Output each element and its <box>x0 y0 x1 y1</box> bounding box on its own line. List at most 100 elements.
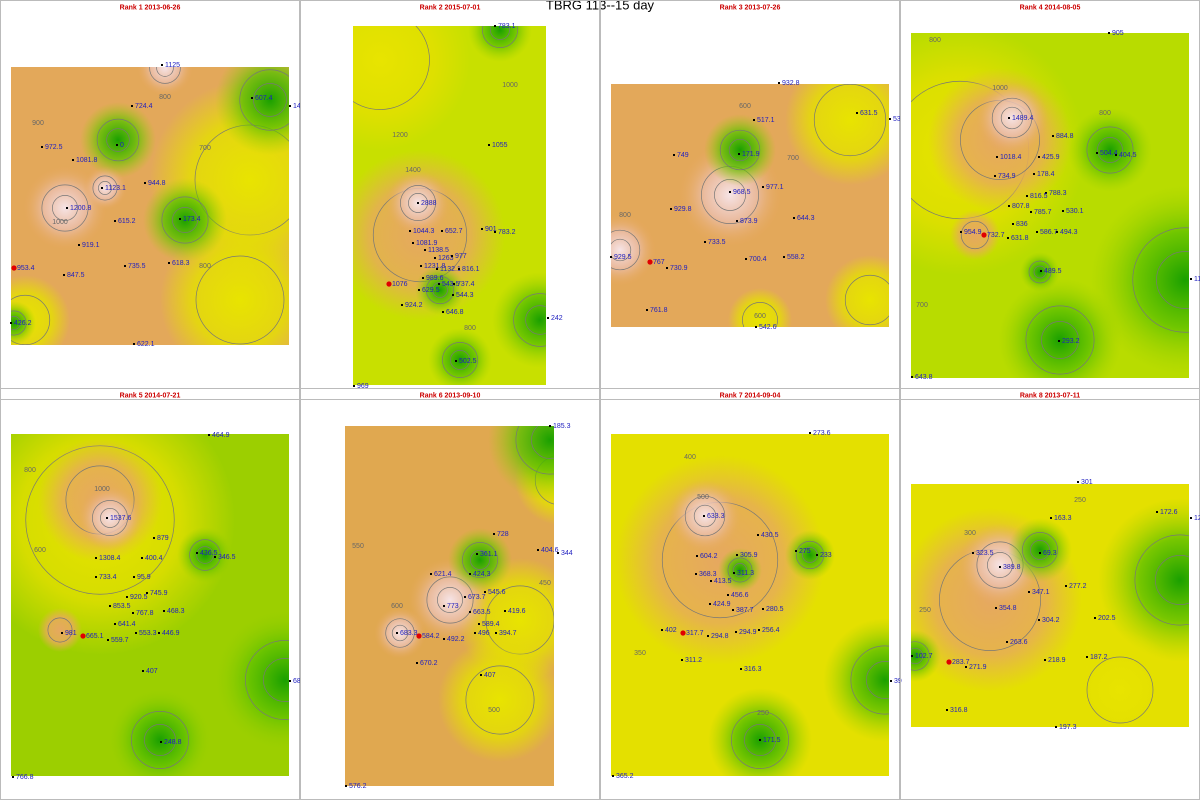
station-dot <box>141 557 143 559</box>
station-dot <box>451 255 453 257</box>
surface: 800 1000 800 700 <box>911 33 1189 378</box>
surface-blob <box>615 455 825 665</box>
station-dot <box>1028 591 1030 593</box>
contour-line <box>866 661 889 699</box>
surface-blob <box>177 527 233 583</box>
station-label: 419.6 <box>508 608 526 615</box>
surface-blob <box>448 528 512 592</box>
station-label: 1081.8 <box>76 157 98 164</box>
station-dot <box>673 154 675 156</box>
contour-line <box>693 504 717 528</box>
station-label: 347.1 <box>1032 589 1050 596</box>
station-label: 953.4 <box>17 265 35 272</box>
station-dot <box>1050 517 1052 519</box>
station-dot <box>646 309 648 311</box>
contour-label: 700 <box>916 302 928 309</box>
station-dot <box>1058 340 1060 342</box>
contour-label: 600 <box>391 603 403 610</box>
contour-line <box>1086 126 1134 174</box>
station-label: 1200.8 <box>70 205 92 212</box>
contour-line <box>911 641 930 671</box>
station-dot <box>1039 552 1041 554</box>
contour-line <box>733 563 747 577</box>
station-dot <box>412 242 414 244</box>
surface-blob <box>718 548 762 592</box>
station-label: 305.9 <box>740 552 758 559</box>
station-dot <box>442 311 444 313</box>
station-label: 584.2 <box>422 633 440 640</box>
station-label: 468.3 <box>167 608 185 615</box>
contour-label: 1000 <box>94 486 110 493</box>
station-dot <box>469 611 471 613</box>
station-dot <box>549 425 551 427</box>
station-dot <box>783 256 785 258</box>
contour-line <box>432 282 448 298</box>
station-dot <box>707 635 709 637</box>
station-dot <box>889 118 891 120</box>
surface: 550 600 500 450 <box>345 426 554 786</box>
surface-blob <box>950 210 1000 260</box>
station-label: 558.2 <box>787 254 805 261</box>
contour-label: 500 <box>488 707 500 714</box>
station-dot <box>757 534 759 536</box>
contour-line <box>189 539 221 571</box>
station-dot <box>733 572 735 574</box>
surface-blob <box>1060 630 1180 727</box>
contour-line <box>144 724 176 756</box>
station-dot <box>740 668 742 670</box>
station-label: 0 <box>120 142 124 149</box>
station-dot <box>494 25 496 27</box>
contour-label: 1000 <box>502 82 518 89</box>
surface-blob <box>353 26 470 150</box>
station-dot <box>1040 270 1042 272</box>
contour-label: 800 <box>929 37 941 44</box>
surface-blob <box>80 102 156 178</box>
station-dot <box>557 552 559 554</box>
station-dot <box>214 556 216 558</box>
surface-blob <box>708 688 812 776</box>
station-label: 629.5 <box>422 287 440 294</box>
station-label: 929.5 <box>614 254 632 261</box>
station-dot <box>1030 211 1032 213</box>
map-panel: Rank 1 2013-06-26 900 800 700 1000 800 1125 724… <box>0 0 301 400</box>
station-label: 1018.4 <box>1000 154 1022 161</box>
station-dot <box>999 566 1001 568</box>
contour-label: 1400 <box>405 167 421 174</box>
surface-blob <box>1098 498 1189 662</box>
contour-line <box>100 508 120 528</box>
station-label: 929.8 <box>674 206 692 213</box>
station-dot <box>1036 231 1038 233</box>
station-dot <box>762 186 764 188</box>
station-label: 683.3 <box>400 630 418 637</box>
station-label: 543.5 <box>442 281 460 288</box>
contour-line <box>1041 321 1079 359</box>
station-label: 553.3 <box>139 630 157 637</box>
surface: 600 700 800 600 <box>611 84 889 327</box>
station-label: 981 <box>65 630 77 637</box>
station-label: 496 <box>478 630 490 637</box>
station-label: 294.8 <box>711 633 729 640</box>
station-label: 735.5 <box>128 263 146 270</box>
station-dot <box>420 265 422 267</box>
station-label: 767.8 <box>136 610 154 617</box>
max-station <box>680 630 686 636</box>
station-label: 424.3 <box>473 571 491 578</box>
station-label: 733.4 <box>99 574 117 581</box>
station-label: 404.5 <box>1119 152 1137 159</box>
station-dot <box>1077 481 1079 483</box>
panel-title: Rank 7 2014-09-04 <box>720 392 781 399</box>
contour-line <box>149 67 181 84</box>
station-dot <box>142 670 144 672</box>
station-label: 436.5 <box>200 550 218 557</box>
contour-line <box>991 97 1033 139</box>
station-dot <box>345 785 347 787</box>
contour-line <box>156 67 174 77</box>
station-label: 389.8 <box>1003 564 1021 571</box>
station-label: 544.3 <box>456 292 474 299</box>
contour-line <box>1155 555 1189 605</box>
station-dot <box>1012 223 1014 225</box>
panel-frame <box>300 0 600 400</box>
station-dot <box>1115 154 1117 156</box>
station-dot <box>424 249 426 251</box>
